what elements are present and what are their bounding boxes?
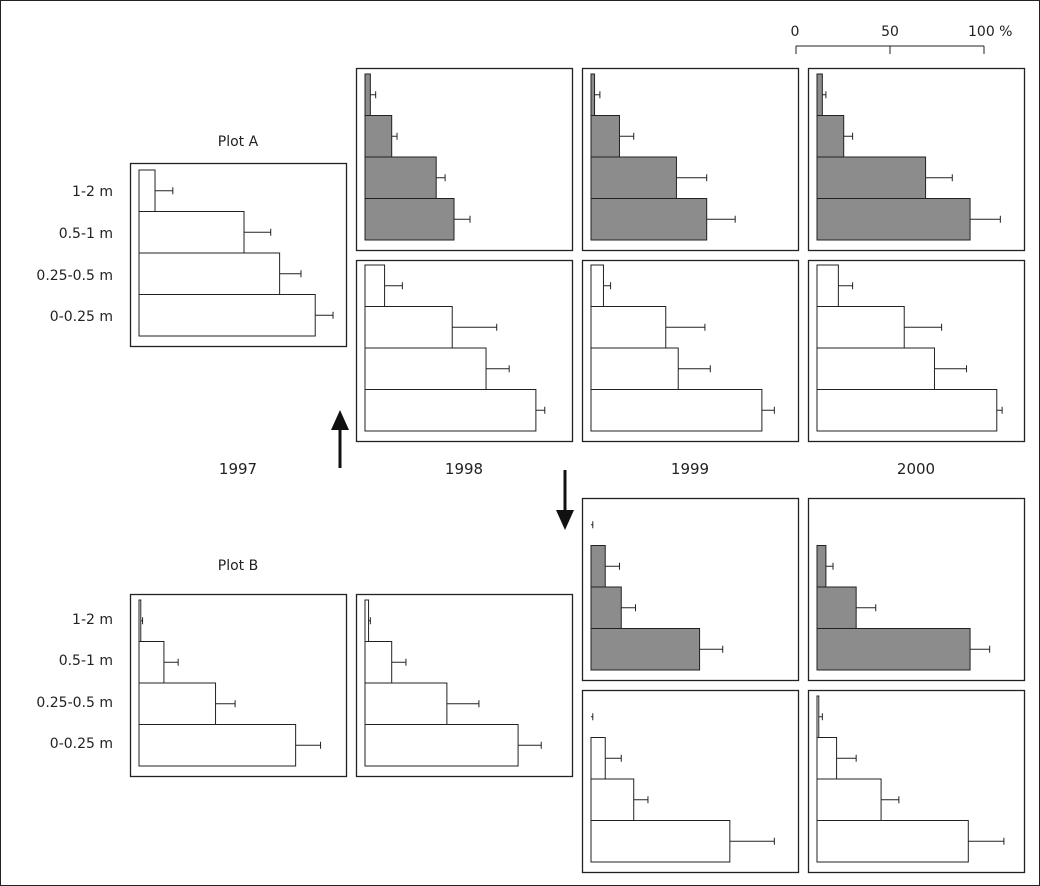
panel-plot-b-1997-white: [129, 593, 348, 778]
bar-0-0.25m: [816, 628, 971, 671]
scale-bar: 0 50 100 %: [791, 24, 1012, 54]
year-label-2000: 2000: [897, 460, 935, 478]
plot-a-title: Plot A: [218, 134, 259, 150]
height-label-b-0.25-0.5m: 0.25-0.5 m: [36, 695, 113, 711]
bar-1-2m: [590, 73, 596, 116]
panel-plot-a-1997-white: [129, 162, 348, 348]
bar-0.25-0.5m: [138, 682, 217, 725]
scale-label-50: 50: [881, 24, 899, 40]
height-label-b-0-0.25m: 0-0.25 m: [50, 736, 113, 752]
bar-1-2m: [138, 169, 156, 212]
bar-0.5-1m: [816, 115, 845, 158]
bar-0.5-1m: [590, 306, 667, 349]
up-arrow-icon: [331, 410, 349, 468]
bar-1-2m: [364, 73, 371, 116]
bar-0.25-0.5m: [364, 682, 448, 725]
bar-0.25-0.5m: [590, 156, 677, 199]
panel-plot-b-1998-white: [355, 593, 574, 778]
panel-plot-b-2000-grey: [807, 497, 1026, 682]
panel-plot-a-2000-white: [807, 259, 1026, 443]
bar-1-2m: [816, 695, 820, 738]
bar-0-0.25m: [590, 389, 763, 432]
bar-0.25-0.5m: [590, 778, 635, 821]
bar-0.5-1m: [816, 737, 838, 780]
panel-plot-a-1999-white: [581, 259, 800, 443]
bar-0.5-1m: [364, 306, 453, 349]
panel-plot-a-1998-white: [355, 259, 574, 443]
bar-0.25-0.5m: [590, 347, 679, 390]
bar-1-2m: [816, 264, 839, 307]
height-label-a-0-0.25m: 0-0.25 m: [50, 309, 113, 325]
height-label-a-0.5-1m: 0.5-1 m: [59, 226, 113, 242]
plot-b-title: Plot B: [218, 558, 258, 574]
panel-plot-b-1999-grey: [581, 497, 800, 682]
bar-1-2m: [364, 264, 386, 307]
bar-0.5-1m: [138, 211, 245, 254]
bar-0-0.25m: [364, 198, 455, 241]
height-label-b-1-2m: 1-2 m: [72, 612, 113, 628]
bar-0.5-1m: [816, 545, 827, 588]
bar-0.25-0.5m: [816, 347, 935, 390]
bar-0.5-1m: [590, 545, 606, 588]
panel-plot-a-1998-grey: [355, 67, 574, 252]
bar-0.5-1m: [590, 115, 620, 158]
bar-0.25-0.5m: [364, 156, 437, 199]
height-label-b-0.5-1m: 0.5-1 m: [59, 653, 113, 669]
bar-0.5-1m: [138, 641, 165, 684]
panel-plot-a-2000-grey: [807, 67, 1026, 252]
bar-0.5-1m: [364, 115, 393, 158]
bar-0.25-0.5m: [364, 347, 487, 390]
year-label-1999: 1999: [671, 460, 709, 478]
bar-0.25-0.5m: [816, 156, 927, 199]
down-arrow-icon: [556, 470, 574, 530]
bar-0.5-1m: [364, 641, 393, 684]
bar-0-0.25m: [816, 198, 971, 241]
bar-1-2m: [138, 599, 142, 642]
scale-label-0: 0: [791, 24, 800, 40]
bar-0.5-1m: [816, 306, 905, 349]
scale-label-100: 100 %: [968, 24, 1012, 40]
bar-0-0.25m: [816, 820, 969, 863]
height-label-a-1-2m: 1-2 m: [72, 184, 113, 200]
bar-0-0.25m: [138, 294, 316, 337]
bar-0-0.25m: [364, 724, 519, 767]
bar-0-0.25m: [364, 389, 537, 432]
year-label-1998: 1998: [445, 460, 483, 478]
panel-plot-a-1999-grey: [581, 67, 800, 252]
bar-0.5-1m: [590, 737, 606, 780]
panel-plot-b-2000-white: [807, 689, 1026, 874]
bar-0.25-0.5m: [590, 586, 622, 629]
panel-plot-b-1999-white: [581, 689, 800, 874]
bar-0-0.25m: [590, 628, 701, 671]
year-label-1997: 1997: [219, 460, 257, 478]
bar-1-2m: [364, 599, 370, 642]
bar-1-2m: [816, 73, 823, 116]
bar-0.25-0.5m: [816, 778, 882, 821]
bar-1-2m: [590, 264, 604, 307]
height-label-a-0.25-0.5m: 0.25-0.5 m: [36, 268, 113, 284]
bar-0-0.25m: [816, 389, 998, 432]
bar-0-0.25m: [138, 724, 297, 767]
bar-0-0.25m: [590, 820, 731, 863]
bar-0-0.25m: [590, 198, 708, 241]
bar-0.25-0.5m: [138, 252, 281, 295]
bar-0.25-0.5m: [816, 586, 857, 629]
